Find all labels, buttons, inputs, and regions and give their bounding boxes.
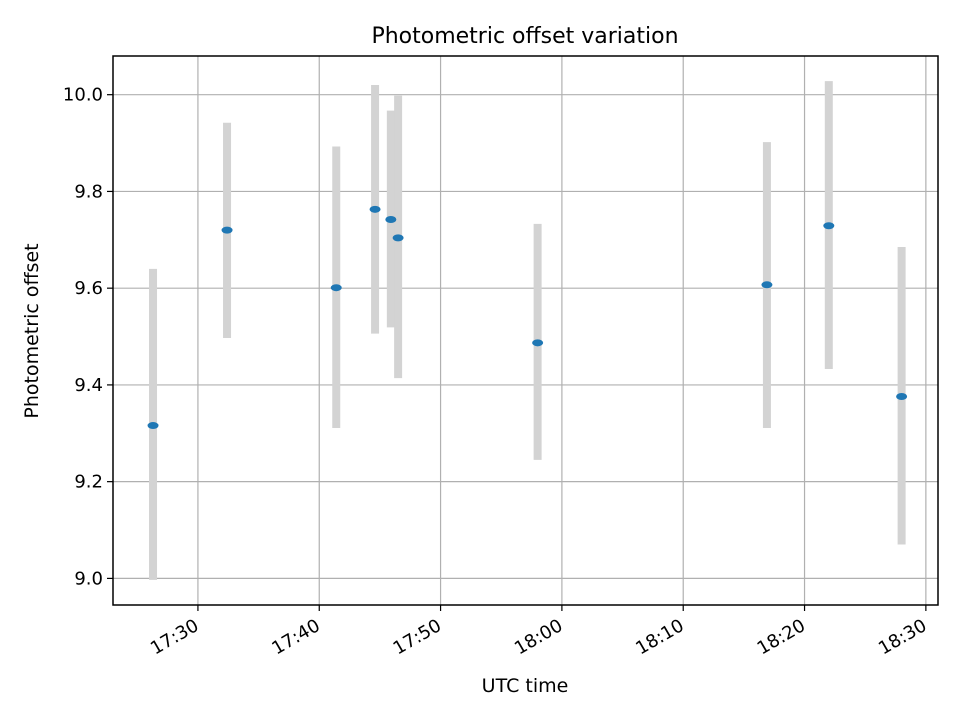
y-tick-label: 9.4 <box>74 375 103 396</box>
error-bars <box>149 81 906 580</box>
data-point <box>823 222 835 230</box>
y-axis-ticks: 9.0 9.2 9.4 9.6 9.8 10.0 <box>63 85 113 589</box>
y-tick-label: 9.2 <box>74 472 103 493</box>
data-point <box>147 422 159 430</box>
x-axis-label: UTC time <box>482 675 569 697</box>
data-point <box>330 284 342 292</box>
x-tick-label: 17:30 <box>147 615 202 659</box>
data-point <box>532 339 544 347</box>
data-point <box>369 205 381 213</box>
plot-frame <box>112 55 939 606</box>
x-tick-label: 18:20 <box>754 615 809 659</box>
data-point <box>761 281 773 289</box>
y-tick-label: 10.0 <box>63 85 103 106</box>
data-point <box>896 393 908 401</box>
x-axis-ticks: 17:30 17:40 17:50 18:00 18:10 18:20 18:30 <box>147 605 930 659</box>
data-point <box>221 226 233 234</box>
chart-title: Photometric offset variation <box>371 24 678 49</box>
x-tick-label: 18:00 <box>511 615 566 659</box>
data-points <box>147 205 908 430</box>
x-tick-label: 17:40 <box>268 615 323 659</box>
x-tick-label: 17:50 <box>390 615 445 659</box>
grid-lines <box>113 56 938 605</box>
y-tick-label: 9.0 <box>74 568 103 589</box>
data-point <box>385 215 397 223</box>
data-point <box>392 234 404 242</box>
x-tick-label: 18:30 <box>875 615 930 659</box>
x-tick-label: 18:10 <box>632 615 687 659</box>
y-tick-label: 9.6 <box>74 278 103 299</box>
y-tick-label: 9.8 <box>74 181 103 202</box>
y-axis-label: Photometric offset <box>21 243 43 418</box>
